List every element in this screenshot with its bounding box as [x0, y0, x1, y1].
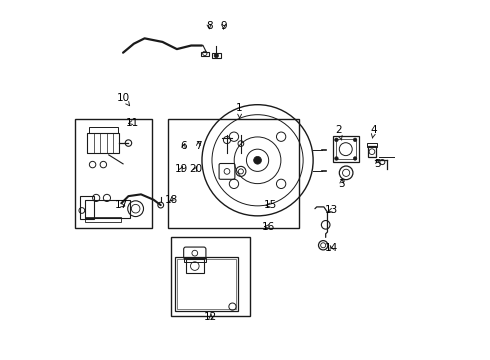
Bar	[212, 53, 220, 58]
Circle shape	[214, 53, 219, 58]
Text: 1: 1	[236, 103, 243, 119]
Text: 3: 3	[339, 179, 345, 189]
Text: 19: 19	[174, 164, 188, 174]
Bar	[333, 136, 359, 162]
Text: 17: 17	[115, 200, 128, 210]
Bar	[172, 237, 250, 316]
Text: 2: 2	[335, 125, 342, 140]
Text: 13: 13	[324, 206, 338, 216]
Text: 14: 14	[324, 243, 338, 253]
Bar	[80, 196, 95, 220]
Bar	[74, 119, 152, 228]
Bar	[201, 51, 209, 56]
Text: 9: 9	[220, 21, 227, 31]
Circle shape	[353, 138, 357, 141]
Text: 18: 18	[165, 195, 178, 205]
Text: 4: 4	[371, 125, 377, 138]
Bar	[367, 143, 377, 147]
Bar	[336, 139, 356, 159]
Bar	[177, 259, 236, 309]
Bar	[168, 119, 299, 228]
Bar	[368, 146, 376, 157]
Bar	[89, 127, 118, 134]
Text: 16: 16	[262, 222, 275, 231]
Circle shape	[353, 157, 357, 160]
Text: 7: 7	[195, 141, 202, 151]
Text: 6: 6	[181, 141, 187, 151]
Circle shape	[335, 138, 338, 141]
Circle shape	[254, 156, 262, 164]
Text: 10: 10	[117, 93, 130, 106]
Bar	[186, 259, 204, 273]
Bar	[184, 258, 205, 262]
Bar	[85, 200, 130, 218]
Text: 15: 15	[264, 200, 277, 210]
Text: 8: 8	[206, 21, 213, 31]
Text: 5: 5	[374, 159, 381, 169]
Text: 11: 11	[125, 118, 139, 128]
Bar	[87, 134, 120, 153]
Text: 20: 20	[189, 164, 202, 174]
Bar	[85, 217, 122, 222]
Bar	[175, 257, 238, 311]
Text: 12: 12	[204, 312, 218, 322]
Circle shape	[335, 157, 338, 160]
